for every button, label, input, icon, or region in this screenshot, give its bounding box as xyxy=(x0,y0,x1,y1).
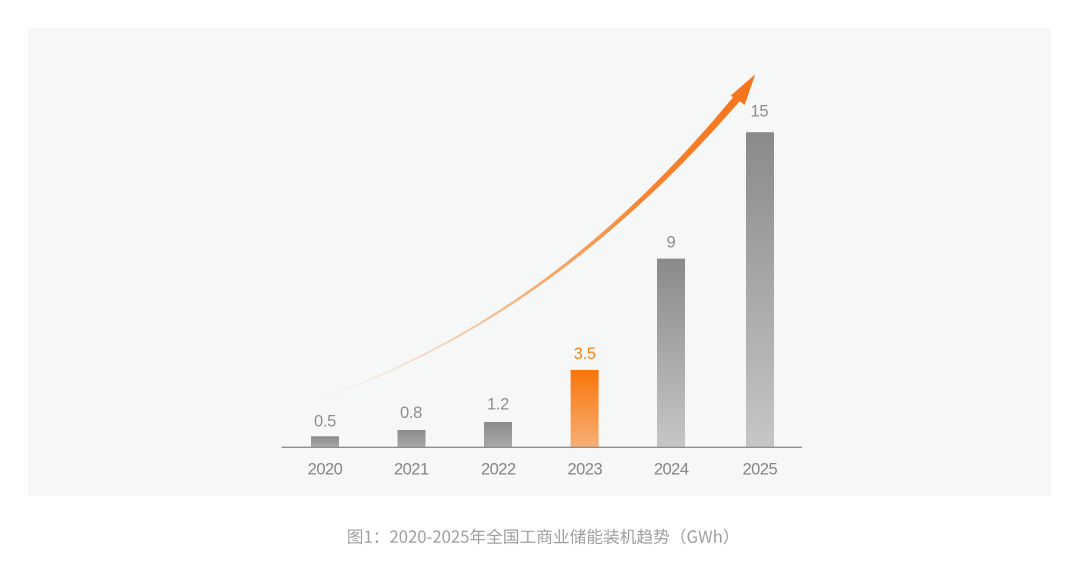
svg-text:3.5: 3.5 xyxy=(574,345,596,363)
svg-text:9: 9 xyxy=(667,234,676,252)
svg-text:1.2: 1.2 xyxy=(487,396,509,414)
svg-text:2021: 2021 xyxy=(394,460,429,478)
svg-text:2025: 2025 xyxy=(742,460,777,478)
svg-text:0.5: 0.5 xyxy=(314,413,336,431)
svg-text:2020: 2020 xyxy=(308,460,343,478)
svg-text:2024: 2024 xyxy=(654,460,689,478)
svg-text:2022: 2022 xyxy=(481,460,516,478)
svg-text:0.8: 0.8 xyxy=(400,404,422,422)
svg-text:2023: 2023 xyxy=(567,460,602,478)
svg-text:15: 15 xyxy=(751,103,769,121)
